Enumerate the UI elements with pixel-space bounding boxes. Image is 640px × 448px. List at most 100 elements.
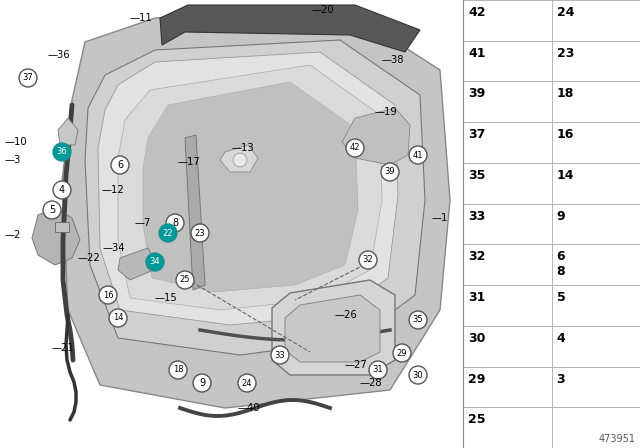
Text: 42: 42 bbox=[349, 143, 360, 152]
Text: 36: 36 bbox=[56, 147, 67, 156]
Circle shape bbox=[381, 163, 399, 181]
Circle shape bbox=[393, 344, 411, 362]
Text: 4: 4 bbox=[59, 185, 65, 195]
Text: 8: 8 bbox=[172, 218, 178, 228]
Circle shape bbox=[19, 69, 37, 87]
Text: 18: 18 bbox=[173, 366, 183, 375]
Bar bbox=[463, 326, 640, 366]
Text: —7: —7 bbox=[135, 218, 152, 228]
Text: 18: 18 bbox=[557, 87, 574, 100]
Text: 22: 22 bbox=[163, 228, 173, 237]
Polygon shape bbox=[98, 52, 398, 325]
Text: 16: 16 bbox=[102, 290, 113, 300]
Bar bbox=[463, 122, 640, 163]
Circle shape bbox=[359, 251, 377, 269]
Circle shape bbox=[238, 374, 256, 392]
Text: —26: —26 bbox=[335, 310, 358, 320]
Polygon shape bbox=[118, 65, 382, 310]
Text: —19: —19 bbox=[375, 107, 397, 117]
Text: —36: —36 bbox=[48, 50, 70, 60]
Text: 23: 23 bbox=[195, 228, 205, 237]
Text: 6: 6 bbox=[117, 160, 123, 170]
Bar bbox=[463, 0, 640, 448]
Text: 24: 24 bbox=[242, 379, 252, 388]
Circle shape bbox=[233, 153, 247, 167]
Circle shape bbox=[176, 271, 194, 289]
Bar bbox=[463, 0, 640, 41]
Polygon shape bbox=[342, 108, 410, 165]
Circle shape bbox=[146, 253, 164, 271]
Circle shape bbox=[271, 346, 289, 364]
Text: 29: 29 bbox=[468, 373, 485, 386]
Text: 39: 39 bbox=[468, 87, 485, 100]
Circle shape bbox=[109, 309, 127, 327]
Text: —12: —12 bbox=[102, 185, 125, 195]
Text: 41: 41 bbox=[468, 47, 486, 60]
Text: 5: 5 bbox=[49, 205, 55, 215]
Text: —17: —17 bbox=[178, 157, 201, 167]
Text: 35: 35 bbox=[413, 315, 423, 324]
Circle shape bbox=[111, 156, 129, 174]
Text: 31: 31 bbox=[372, 366, 383, 375]
Bar bbox=[463, 407, 640, 448]
Text: 37: 37 bbox=[468, 128, 485, 141]
Bar bbox=[463, 41, 640, 82]
Circle shape bbox=[409, 311, 427, 329]
Text: 25: 25 bbox=[180, 276, 190, 284]
Text: 9: 9 bbox=[557, 210, 565, 223]
Text: 25: 25 bbox=[468, 413, 486, 426]
Text: 24: 24 bbox=[557, 6, 574, 19]
Text: 29: 29 bbox=[397, 349, 407, 358]
Text: —11: —11 bbox=[130, 13, 153, 23]
Polygon shape bbox=[143, 82, 358, 292]
Polygon shape bbox=[285, 295, 380, 362]
Text: 34: 34 bbox=[150, 258, 160, 267]
Text: 32: 32 bbox=[363, 255, 373, 264]
Bar bbox=[55, 222, 69, 232]
Circle shape bbox=[191, 224, 209, 242]
Text: —2: —2 bbox=[5, 230, 21, 240]
Text: 6
8: 6 8 bbox=[557, 250, 565, 278]
Text: 33: 33 bbox=[275, 350, 285, 359]
Bar bbox=[463, 244, 640, 285]
Polygon shape bbox=[85, 40, 425, 355]
Polygon shape bbox=[220, 145, 258, 172]
Circle shape bbox=[166, 214, 184, 232]
Text: 5: 5 bbox=[557, 291, 565, 304]
Bar bbox=[0, 0, 463, 448]
Polygon shape bbox=[58, 118, 78, 145]
Text: —38: —38 bbox=[382, 55, 404, 65]
Polygon shape bbox=[160, 5, 420, 52]
Polygon shape bbox=[272, 280, 395, 375]
Circle shape bbox=[409, 146, 427, 164]
Text: 37: 37 bbox=[22, 73, 33, 82]
Text: —40: —40 bbox=[238, 403, 260, 413]
Text: 14: 14 bbox=[113, 314, 124, 323]
Circle shape bbox=[169, 361, 187, 379]
Text: 31: 31 bbox=[468, 291, 485, 304]
Text: 30: 30 bbox=[468, 332, 485, 345]
Bar bbox=[463, 204, 640, 244]
Text: 42: 42 bbox=[468, 6, 486, 19]
Bar bbox=[463, 163, 640, 204]
Circle shape bbox=[369, 361, 387, 379]
Text: —28: —28 bbox=[360, 378, 383, 388]
Circle shape bbox=[53, 181, 71, 199]
Text: 16: 16 bbox=[557, 128, 574, 141]
Polygon shape bbox=[118, 248, 158, 280]
Text: —21: —21 bbox=[52, 343, 75, 353]
Text: 3: 3 bbox=[557, 373, 565, 386]
Circle shape bbox=[159, 224, 177, 242]
Circle shape bbox=[99, 286, 117, 304]
Text: 23: 23 bbox=[557, 47, 574, 60]
Circle shape bbox=[346, 139, 364, 157]
Text: —1: —1 bbox=[432, 213, 449, 223]
Circle shape bbox=[409, 366, 427, 384]
Polygon shape bbox=[62, 12, 450, 408]
Text: 39: 39 bbox=[385, 168, 396, 177]
Circle shape bbox=[53, 143, 71, 161]
Text: 41: 41 bbox=[413, 151, 423, 159]
Text: —13: —13 bbox=[232, 143, 255, 153]
Text: 473951: 473951 bbox=[599, 434, 636, 444]
Text: 35: 35 bbox=[468, 169, 485, 182]
